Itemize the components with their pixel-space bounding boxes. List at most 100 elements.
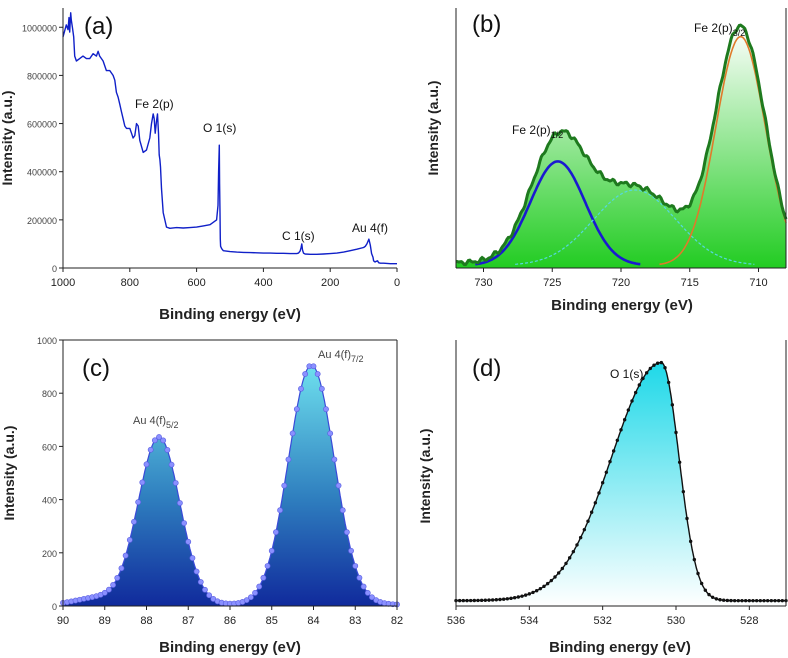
d-xtick-label: 528 (740, 615, 758, 627)
o1s-data-point (578, 535, 583, 540)
o1s-data-point (754, 598, 759, 603)
d-xtick-label: 530 (667, 615, 685, 627)
c-xtick-label: 86 (224, 615, 236, 627)
au4f-data-point (298, 385, 304, 392)
a-xtick-label: 1000 (51, 277, 75, 289)
o1s-data-point (487, 598, 491, 602)
annotation-au4f72-sub: 7/2 (351, 354, 364, 364)
c-xtick-label: 88 (140, 615, 152, 627)
au4f-data-point (202, 586, 208, 593)
o1s-data-point (630, 399, 634, 403)
au4f-data-point (273, 529, 279, 536)
o1s-data-point (505, 597, 510, 601)
au4f-data-point (293, 406, 300, 413)
o1s-data-point (648, 366, 653, 371)
a-ytick-label: 0 (52, 264, 57, 274)
b-xtick-label: 725 (543, 277, 561, 289)
o1s-data-point (538, 586, 543, 591)
panel-label-c: (c) (82, 355, 110, 382)
o1s-data-point (685, 516, 689, 521)
o1s-data-point (674, 430, 678, 435)
b-xtick-label: 715 (681, 277, 699, 289)
c-ytick-label: 400 (42, 496, 57, 506)
au4f-data-point (339, 507, 346, 514)
au4f-data-point (364, 589, 371, 596)
annotation-fe2p12-text: Fe 2(p) (512, 123, 551, 137)
d-xtick-label: 534 (520, 615, 538, 627)
au4f-data-point (172, 480, 179, 486)
o1s-data-point (681, 489, 686, 494)
o1s-data-point (663, 366, 667, 370)
annotation-au4f72: Au 4(f)7/2 (318, 349, 364, 364)
o1s-data-point (677, 460, 682, 464)
a-ytick-label: 400000 (27, 168, 57, 178)
envelope-line (455, 23, 788, 267)
o1s-data-point (699, 581, 704, 586)
o1s-data-point (479, 598, 484, 603)
o1s-data-point (718, 598, 722, 602)
envelope-fill-area (456, 25, 786, 268)
panel-d: 536 534 532 530 528 (d) O 1(s) Binding energ… (417, 340, 788, 656)
o1s-data-point (696, 571, 700, 576)
au4f-data-point (156, 434, 162, 440)
au4f-data-point (247, 594, 254, 601)
a-ytick-label: 1000000 (22, 23, 57, 33)
y-axis-label-b: Intensity (a.u.) (425, 81, 441, 176)
o1s-data-point (600, 481, 605, 485)
c-xtick-label: 82 (391, 615, 403, 627)
c-ytick-label: 200 (42, 549, 57, 559)
x-axis-label-d: Binding energy (eV) (549, 639, 691, 656)
o1s-data-point (465, 598, 469, 603)
o1s-data-point (688, 539, 693, 544)
o1s-data-point (626, 408, 631, 412)
au4f-data-point (343, 529, 350, 536)
panel-a: 1000 800 600 400 200 0 0 200000 400000 600000 800… (0, 8, 400, 323)
o1s-data-point (553, 575, 557, 579)
o1s-data-point (468, 598, 473, 603)
annotation-au4f52: Au 4(f)5/2 (133, 415, 179, 430)
au4f-data-point (243, 597, 250, 604)
au4f-data-point (185, 538, 192, 545)
o1s-data-point (457, 598, 462, 603)
au4f-data-point (181, 520, 187, 526)
panel-label-b: (b) (472, 11, 501, 38)
o1s-data-point (769, 598, 774, 603)
c-ytick-label: 800 (42, 389, 57, 399)
a-ytick-label: 200000 (27, 216, 57, 226)
o1s-data-point (545, 581, 550, 586)
b-xtick-label: 720 (612, 277, 630, 289)
au4f-data-point (126, 537, 133, 543)
o1s-data-point (729, 598, 733, 603)
au4f-data-point (327, 430, 334, 437)
o1s-data-point (523, 593, 528, 597)
au4f-data-point (101, 589, 108, 596)
a-ytick-label: 600000 (27, 120, 57, 130)
au4f-data-point (197, 579, 204, 585)
o1s-data-point (509, 596, 513, 601)
annotation-o1s-d: O 1(s) (610, 367, 643, 381)
o1s-data-point (780, 598, 785, 603)
o1s-data-point (692, 557, 697, 562)
au4f-data-point (168, 461, 175, 468)
au4f-data-point (277, 507, 283, 514)
c-ytick-label: 0 (52, 602, 57, 612)
o1s-data-point (710, 595, 715, 599)
o1s-data-point (542, 584, 546, 589)
x-axis-label-c: Binding energy (eV) (159, 639, 301, 656)
c-xtick-label: 85 (266, 615, 278, 627)
o1s-data-point (633, 390, 638, 395)
au4f-data-point (139, 479, 146, 486)
au4f-data-point (352, 563, 359, 569)
o1s-data-point (736, 598, 741, 603)
au4f-data-point (268, 547, 275, 554)
o1s-data-point (490, 598, 495, 602)
annotation-o1s: O 1(s) (203, 121, 236, 135)
annotation-fe2p32: Fe 2(p)3/2 (694, 21, 745, 38)
au4f-data-point (206, 592, 213, 599)
o1s-data-point (703, 588, 708, 592)
o1s-data-point (476, 598, 480, 603)
c-xtick-label: 87 (182, 615, 194, 627)
a-xtick-label: 200 (321, 277, 339, 289)
au4f-data-point (160, 437, 167, 444)
